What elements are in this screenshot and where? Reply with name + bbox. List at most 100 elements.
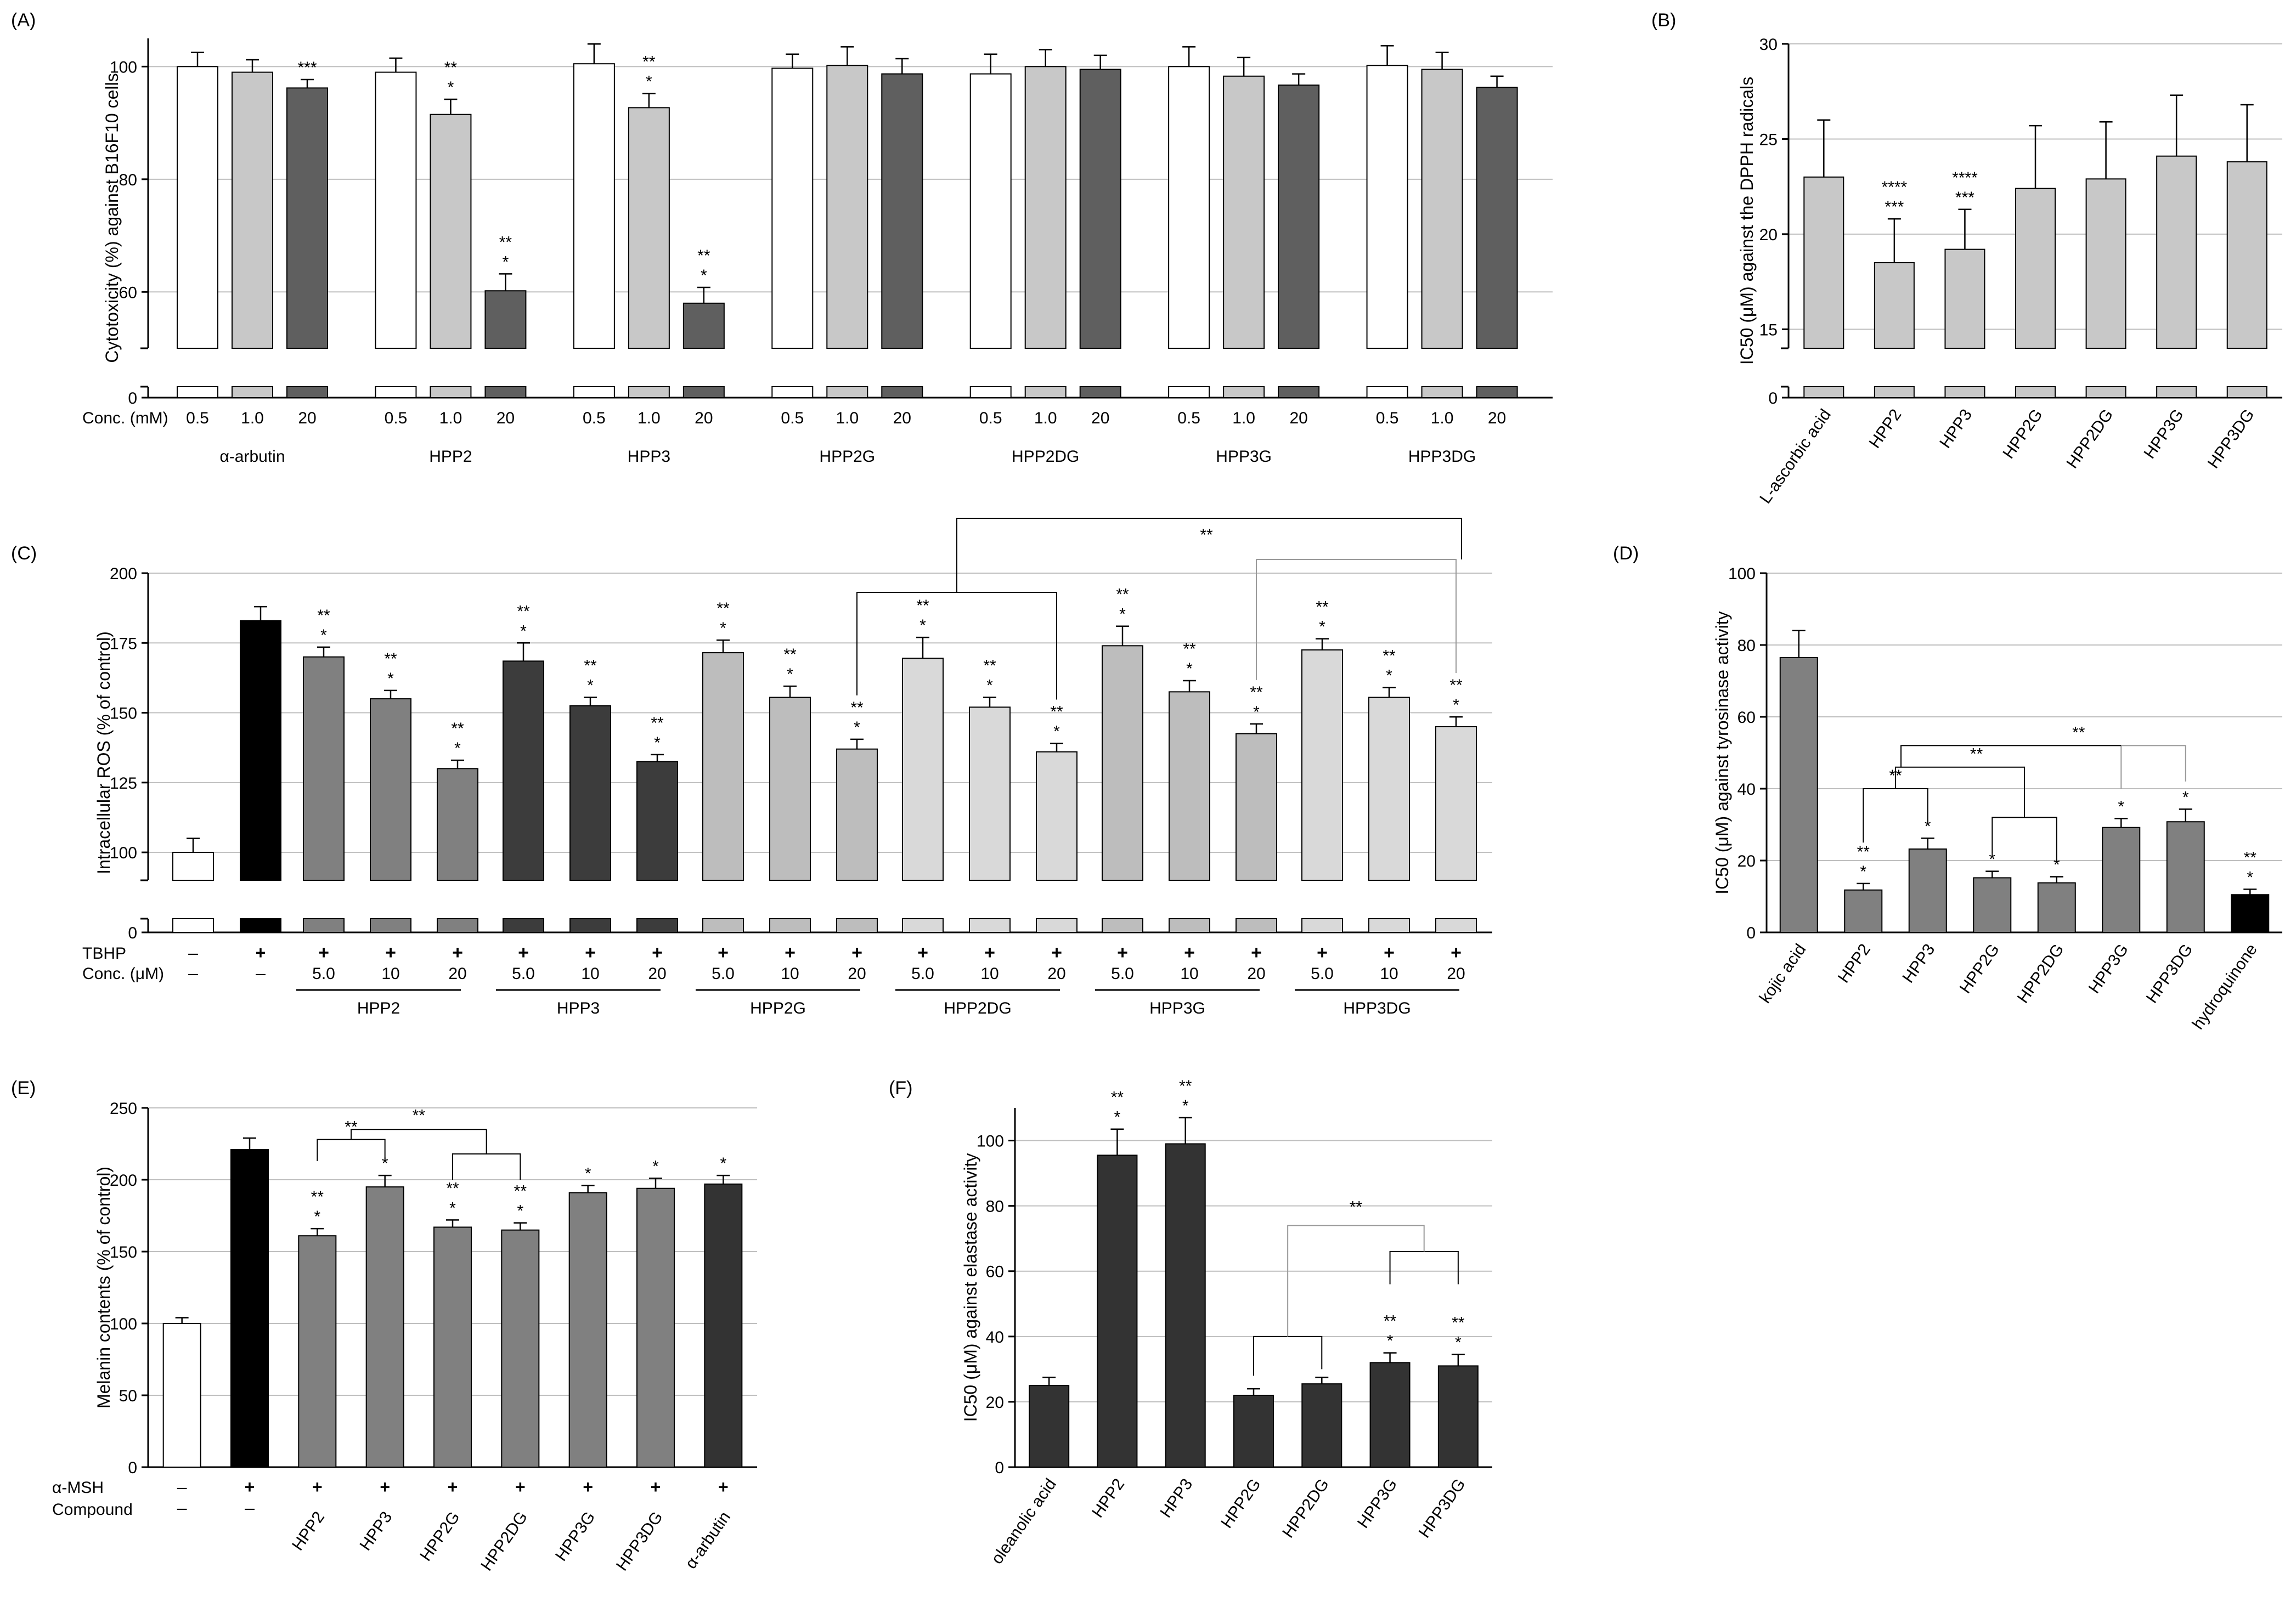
significance-label-c: ** [1116,586,1129,604]
msh-sign-e: + [312,1477,323,1497]
significance-label-f: * [1387,1332,1394,1350]
msh-sign-e: – [177,1477,187,1497]
significance-label-d-bracket: ** [2072,723,2085,742]
bar-a-HPP2DG-20 [1079,69,1121,349]
significance-label-c-bracket: ** [1200,526,1213,544]
significance-label-e: * [585,1164,591,1182]
panel-e-y-tick-label: 250 [110,1100,137,1118]
tbhp-sign-c: + [1317,942,1328,963]
panel-e-y-tick-label: 100 [110,1315,137,1333]
bar-c-HPP2DG-10 [969,706,1011,881]
bar-c-stub [1102,918,1143,933]
panel-e-y-tick-label: 200 [110,1172,137,1190]
panel-a-label: (A) [11,10,36,31]
significance-label-e-bracket: ** [345,1118,358,1136]
tbhp-sign-c: – [188,943,198,963]
bar-c-stub [172,918,214,933]
row-label-c-conc: Conc. (μM) [82,965,164,983]
msh-sign-e: + [448,1477,458,1497]
significance-label-b: **** [1882,178,1908,196]
bar-a-stub [1421,386,1463,398]
tbhp-sign-c: + [256,943,266,963]
panel-c-y-axis-label: Intracellular ROS (% of control) [94,631,114,874]
bar-a-stub [1079,386,1121,398]
bar-a-stub [1476,386,1518,398]
bar-f-oleanolicacid [1029,1385,1070,1468]
bar-b-stub [2085,386,2126,398]
tbhp-sign-c: + [652,942,663,963]
panel-f-y-tick-label: 100 [977,1133,1004,1151]
significance-label-c: ** [1050,703,1063,721]
bar-c-stub [569,918,611,933]
conc-tick-label-c: 5.0 [312,965,335,983]
panel-f-y-tick-label: 0 [995,1459,1004,1477]
bar-a-stub [430,386,472,398]
conc-tick-label-c: 5.0 [512,965,535,983]
bar-a-HPP2-20 [484,290,527,349]
significance-label-c: ** [783,646,797,664]
group-label-c: HPP3 [557,999,600,1017]
bar-c-stub [1435,918,1477,933]
significance-label-c: ** [916,597,929,615]
bar-f-HPP3 [1165,1143,1206,1468]
bar-e-arbutin [704,1183,743,1468]
panel-c-y-tick-label: 150 [110,705,137,723]
panel-b-label: (B) [1651,10,1676,31]
conc-tick-label-a: 1.0 [1232,409,1255,427]
conc-tick-label-a: 0.5 [1376,409,1399,427]
bar-c-stub [636,918,678,933]
bar-b-HPP3DG [2226,161,2267,349]
significance-label-e: * [382,1155,388,1173]
bar-c-HPP2DG-5.0 [902,658,944,881]
significance-label-f: ** [1452,1314,1465,1332]
bar-c-HPP2G-5.0 [702,652,744,881]
bar-a-HPP3G-20 [1278,84,1320,349]
tbhp-sign-c: + [917,942,928,963]
significance-label-c: * [919,616,926,635]
tbhp-sign-c: + [1251,942,1262,963]
conc-tick-label-a: 20 [298,409,316,427]
significance-label-f: ** [1111,1089,1124,1107]
significance-label-a: * [448,78,454,97]
panel-b-y-tick-label: 30 [1759,36,1778,54]
bar-c-control-2 [240,620,281,881]
panel-f-y-tick-label: 40 [986,1328,1004,1346]
bar-e-HPP2G [433,1226,472,1468]
significance-label-d: ** [1857,843,1870,861]
significance-label-c: * [587,677,594,695]
significance-label-c: * [1319,618,1325,636]
bar-f-HPP2G [1233,1395,1274,1468]
bar-a-stub [682,386,725,398]
significance-label-e: * [652,1157,659,1175]
bar-e-HPP3G [568,1192,607,1468]
msh-sign-e: + [245,1477,255,1497]
bracket-f-group [1287,1225,1425,1337]
panel-c-y-tick-label: 200 [110,565,137,583]
group-label-c: HPP3G [1149,999,1205,1017]
bar-c-HPP3-20 [636,761,678,881]
tbhp-sign-c: + [1117,942,1128,963]
conc-tick-label-c: 10 [381,965,399,983]
significance-label-f-bracket: ** [1350,1198,1363,1216]
bar-d-HPP3G [2102,827,2141,933]
panel-c-y-tick-label: 0 [128,924,137,942]
bar-f-HPP2DG [1301,1383,1342,1468]
significance-label-c: * [1186,660,1193,678]
panel-c-y-tick-label: 100 [110,844,137,862]
bar-c-stub [1036,918,1078,933]
bar-e-HPP2 [298,1235,337,1468]
significance-label-c: ** [850,699,864,717]
significance-label-e: * [449,1199,456,1217]
bar-a-HPP3DG-20 [1476,87,1518,349]
tbhp-sign-c: + [785,942,796,963]
bracket-d-hpp3g-hpp3dg [2120,745,2186,789]
compound-sign-e: – [177,1498,187,1518]
significance-label-c: * [854,718,860,737]
bar-c-stub [1169,918,1210,933]
bar-c-HPP3-5.0 [503,660,544,881]
tbhp-sign-c: + [1384,942,1395,963]
bar-b-stub [1874,386,1915,398]
bar-d-HPP3 [1908,848,1947,933]
significance-label-c: ** [1383,647,1396,665]
bar-c-stub [969,918,1011,933]
